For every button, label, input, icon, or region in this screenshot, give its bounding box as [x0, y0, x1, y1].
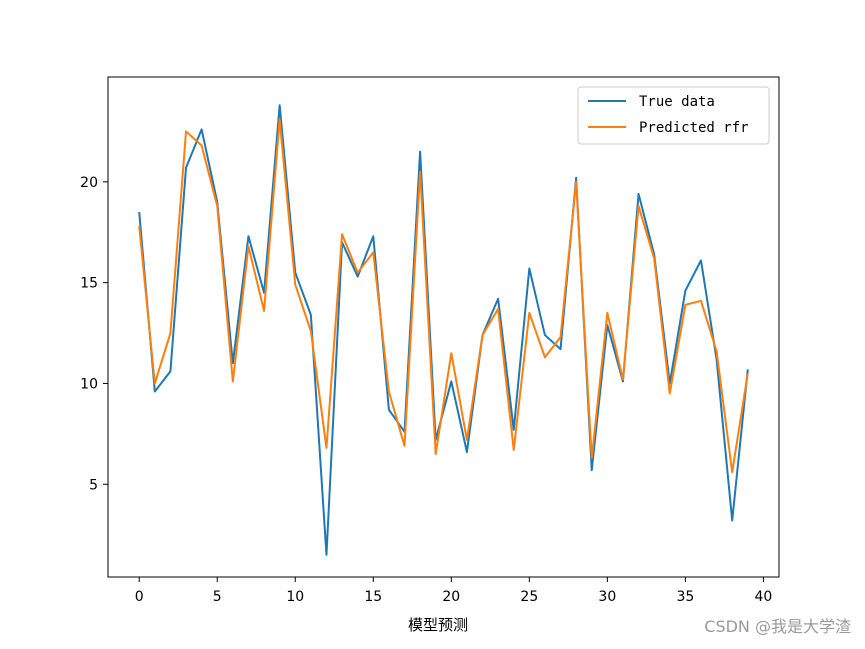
y-axis: 5 10 15 20	[80, 175, 108, 493]
y-tick-label: 20	[80, 175, 98, 191]
legend-label-predicted-rfr: Predicted rfr	[639, 120, 749, 136]
x-axis: 0 5 10 15 20 25 30 35 40	[135, 577, 772, 605]
x-tick-label: 0	[135, 589, 144, 605]
y-tick-label: 10	[80, 376, 98, 392]
y-tick-label: 5	[89, 477, 98, 493]
series-line-1	[138, 118, 749, 474]
x-tick-label: 25	[520, 589, 538, 605]
x-tick-label: 15	[364, 589, 382, 605]
x-tick-label: 40	[754, 589, 772, 605]
x-tick-label: 30	[598, 589, 616, 605]
x-tick-label: 20	[442, 589, 460, 605]
plot-frame	[107, 76, 780, 578]
watermark: CSDN @我是大学渣	[704, 617, 851, 636]
series-line-0	[138, 104, 749, 556]
x-tick-label: 10	[286, 589, 304, 605]
x-tick-label: 35	[676, 589, 694, 605]
legend: True data Predicted rfr	[577, 86, 770, 145]
x-tick-label: 5	[213, 589, 222, 605]
y-tick-label: 15	[80, 276, 98, 292]
legend-label-true-data: True data	[639, 94, 715, 110]
x-axis-label: 模型预测	[408, 616, 468, 634]
plot-lines	[138, 104, 749, 556]
